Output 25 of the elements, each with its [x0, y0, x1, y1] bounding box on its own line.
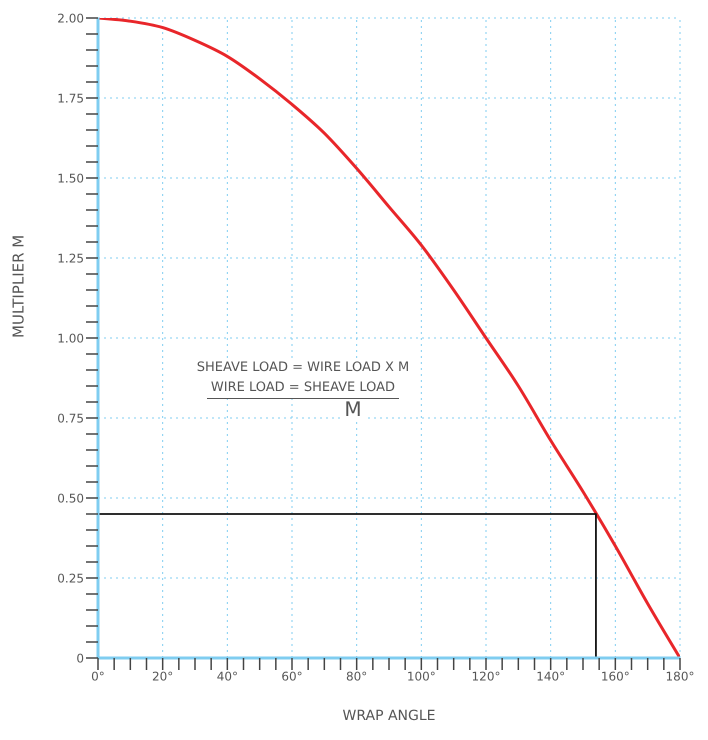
x-tick-label: 0° — [91, 670, 105, 684]
x-tick-label: 180° — [666, 670, 694, 684]
annotation: M — [340, 397, 366, 421]
annotation: SHEAVE LOAD = WIRE LOAD X M — [192, 358, 414, 378]
y-axis-title: MULTIPLIER M — [9, 234, 28, 338]
x-tick-label: 80° — [346, 670, 368, 684]
annotation: WIRE LOAD = SHEAVE LOAD — [210, 380, 396, 395]
y-tick-label: 1.25 — [57, 251, 84, 266]
x-tick-label: 100° — [406, 670, 436, 684]
y-tick-label: 0.25 — [57, 571, 84, 586]
y-tick-label: 1.00 — [57, 331, 84, 346]
x-tick-label: 140° — [536, 670, 566, 684]
x-tick-label: 120° — [472, 670, 500, 684]
x-tick-label: 160° — [600, 670, 630, 684]
y-tick-label: 0.50 — [57, 491, 84, 506]
y-tick-label: 1.50 — [57, 171, 84, 186]
x-axis-title: WRAP ANGLE — [342, 708, 436, 724]
x-tick-label: 20° — [152, 670, 174, 684]
y-tick-label: 1.75 — [57, 91, 84, 106]
y-tick-label: 0 — [76, 651, 84, 666]
y-tick-label: 0.75 — [57, 411, 84, 426]
x-tick-label: 60° — [281, 670, 303, 684]
y-tick-label: 2.00 — [57, 11, 84, 26]
line-series — [98, 18, 680, 658]
x-tick-label: 40° — [216, 670, 238, 684]
